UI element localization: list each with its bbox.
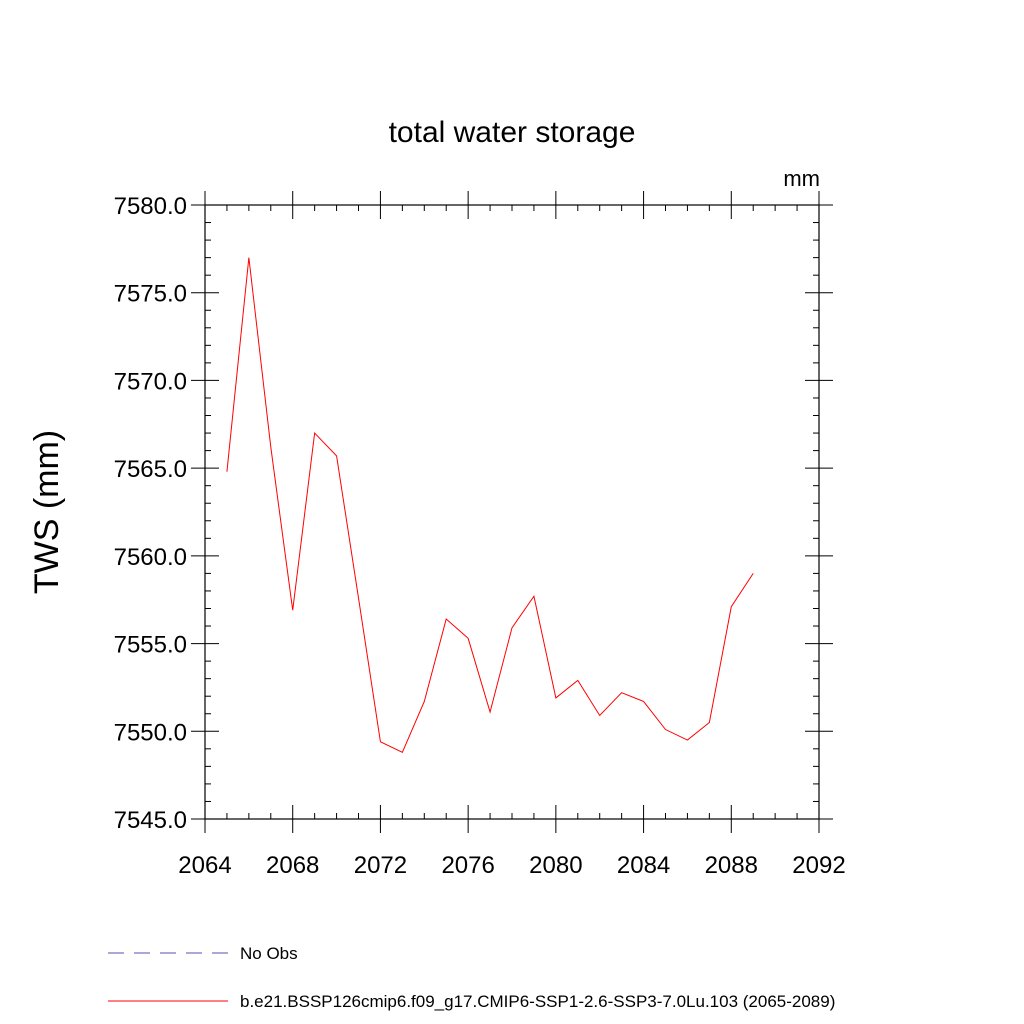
x-tick-label: 2068 <box>266 852 319 879</box>
chart-title: total water storage <box>389 116 636 149</box>
x-tick-label: 2076 <box>441 852 494 879</box>
x-tick-label: 2084 <box>617 852 670 879</box>
series-line-model-run <box>226 257 754 754</box>
y-tick-label: 7550.0 <box>114 719 187 746</box>
y-tick-label: 7555.0 <box>114 632 187 659</box>
y-axis-title: TWS (mm) <box>28 430 66 594</box>
x-tick-label: 2080 <box>529 852 582 879</box>
y-tick-label: 7545.0 <box>114 807 187 834</box>
legend: No Obs b.e21.BSSP126cmip6.f09_g17.CMIP6-… <box>108 944 835 1011</box>
y-tick-label: 7575.0 <box>114 281 187 308</box>
units-label: mm <box>783 166 820 191</box>
y-tick-label: 7560.0 <box>114 544 187 571</box>
y-tick-label: 7570.0 <box>114 368 187 395</box>
x-tick-label: 2064 <box>178 852 231 879</box>
x-axis: 2064 2068 2072 2076 2080 2084 2088 2092 <box>178 191 846 879</box>
series-layer <box>226 257 754 754</box>
y-tick-label: 7565.0 <box>114 456 187 483</box>
y-axis: 7545.0 7550.0 7555.0 7560.0 7565.0 7570.0 7575… <box>114 193 833 834</box>
x-tick-label: 2092 <box>792 852 845 879</box>
plot-frame <box>204 204 820 820</box>
legend-label-no-obs: No Obs <box>240 944 298 963</box>
x-tick-label: 2072 <box>354 852 407 879</box>
legend-label-model-run: b.e21.BSSP126cmip6.f09_g17.CMIP6-SSP1-2.… <box>240 992 835 1011</box>
x-tick-label: 2088 <box>705 852 758 879</box>
y-tick-label: 7580.0 <box>114 193 187 220</box>
